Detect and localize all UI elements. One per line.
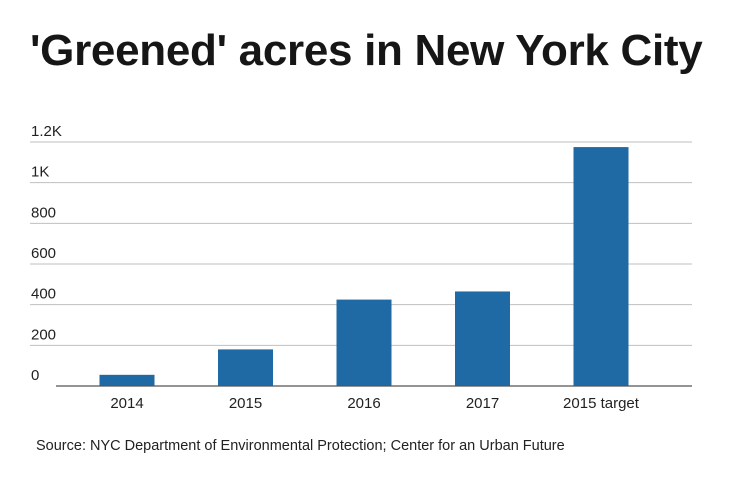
bar-2014 xyxy=(99,374,155,386)
source-note: Source: NYC Department of Environmental … xyxy=(36,438,565,454)
bar-2017 xyxy=(455,291,510,386)
y-tick-label: 600 xyxy=(31,245,56,262)
y-tick-label: 200 xyxy=(31,326,56,343)
x-tick-label: 2015 xyxy=(229,395,262,412)
x-tick-label: 2014 xyxy=(110,395,143,412)
x-axis-tick-labels: 2014 2015 2016 2017 2015 target xyxy=(110,395,639,412)
bar-2015 xyxy=(218,349,273,386)
y-tick-label: 400 xyxy=(31,286,56,303)
bar-2016 xyxy=(336,299,392,386)
x-tick-label: 2015 target xyxy=(563,395,640,412)
y-axis-tick-labels: 0 200 400 600 800 1K 1.2K xyxy=(31,123,62,384)
y-tick-label: 0 xyxy=(31,367,39,384)
x-tick-label: 2017 xyxy=(466,395,499,412)
bars xyxy=(99,147,629,386)
bar-2015-target xyxy=(573,147,629,386)
chart-title: 'Greened' acres in New York City xyxy=(30,26,703,75)
y-tick-label: 1K xyxy=(31,164,49,181)
x-tick-label: 2016 xyxy=(347,395,380,412)
y-tick-label: 800 xyxy=(31,204,56,221)
y-tick-label: 1.2K xyxy=(31,123,62,140)
